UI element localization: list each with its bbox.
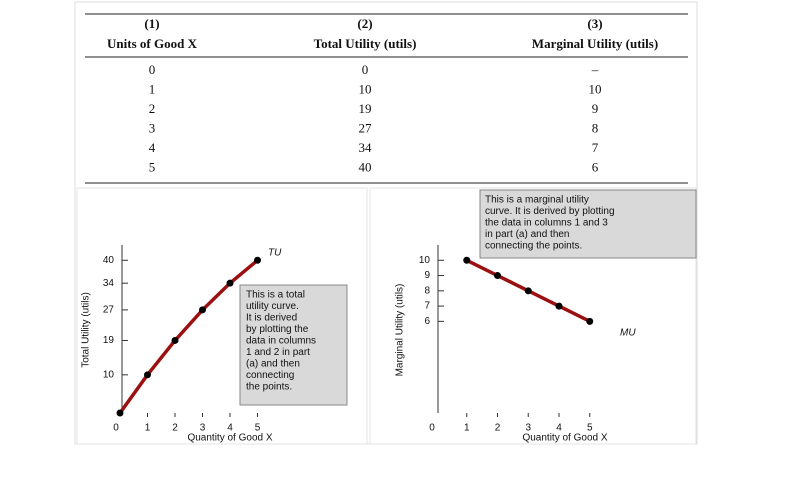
- point: [171, 336, 179, 344]
- annotation-text: data in columns: [246, 336, 316, 347]
- table-cell: 1: [149, 81, 156, 96]
- x-tick-label: 2: [495, 423, 501, 434]
- x-axis-label: Quantity of Good X: [187, 433, 272, 444]
- y-axis-label: Marginal Utility (utils): [395, 284, 406, 377]
- x-tick-label: 0: [429, 423, 435, 434]
- annotation-text: curve. It is derived by plotting: [485, 206, 615, 217]
- y-tick-label: 19: [103, 335, 115, 346]
- table-cell: 9: [592, 101, 599, 116]
- y-tick-label: 10: [419, 255, 431, 266]
- y-tick-label: 34: [103, 278, 115, 289]
- y-tick-label: 8: [424, 285, 430, 296]
- x-tick-label: 4: [556, 423, 562, 434]
- annotation-text: the points.: [246, 382, 292, 393]
- point: [586, 317, 594, 325]
- annotation-text: This is a marginal utility: [485, 195, 589, 206]
- y-tick-label: 10: [103, 369, 115, 380]
- annotation-text: (a) and then: [246, 359, 300, 370]
- annotation-text: connecting the points.: [485, 241, 582, 252]
- table-cell: 19: [359, 101, 372, 116]
- point: [116, 409, 124, 417]
- table-cell: 34: [359, 140, 373, 155]
- annotation-text: in part (a) and then: [485, 229, 570, 240]
- point: [463, 256, 471, 264]
- annotation-box: [479, 189, 697, 259]
- point: [144, 371, 151, 379]
- table-cell: 6: [592, 159, 599, 174]
- series-label: TU: [268, 248, 282, 259]
- x-tick-label: 4: [227, 423, 233, 434]
- point: [494, 272, 501, 280]
- x-tick-label: 1: [464, 423, 470, 434]
- annotation-text: It is derived: [246, 313, 297, 324]
- column-header: Total Utility (utils): [314, 36, 417, 51]
- table-cell: 10: [359, 81, 372, 96]
- x-tick-label: 3: [200, 423, 206, 434]
- x-tick-label: 3: [525, 423, 531, 434]
- panel: [76, 187, 368, 445]
- table-cell: 40: [359, 159, 372, 174]
- x-tick-label: 1: [145, 423, 151, 434]
- annotation-text: utility curve.: [246, 301, 299, 312]
- column-header: Marginal Utility (utils): [532, 36, 658, 51]
- table-cell: 3: [149, 120, 156, 135]
- column-header: (2): [357, 16, 372, 31]
- table-cell: 0: [149, 62, 156, 77]
- y-tick-label: 7: [424, 301, 430, 312]
- y-tick-label: 6: [424, 316, 430, 327]
- annotation-text: the data in columns 1 and 3: [485, 218, 608, 229]
- annotation-text: 1 and 2 in part: [246, 347, 310, 358]
- y-tick-label: 9: [424, 270, 430, 281]
- table-cell: 10: [589, 81, 602, 96]
- annotation-box: [239, 284, 348, 406]
- table-cell: 4: [149, 140, 156, 155]
- annotation-text: connecting: [246, 370, 294, 381]
- annotation-text: This is a total: [246, 290, 305, 301]
- table-cell: 5: [149, 159, 156, 174]
- series-label: MU: [620, 328, 636, 339]
- point: [555, 302, 563, 310]
- table-cell: –: [591, 62, 599, 77]
- point: [524, 287, 532, 295]
- x-tick-label: 0: [113, 423, 119, 434]
- column-header: (3): [587, 16, 602, 31]
- annotation-text: by plotting the: [246, 324, 309, 335]
- x-tick-label: 5: [255, 423, 261, 434]
- panel: [369, 187, 697, 445]
- table-cell: 27: [359, 120, 373, 135]
- y-axis-label: Total Utility (utils): [81, 292, 92, 368]
- line: [118, 258, 259, 415]
- table-cell: 8: [592, 120, 599, 135]
- x-tick-label: 5: [587, 423, 593, 434]
- x-tick-label: 2: [172, 423, 178, 434]
- point: [226, 279, 234, 287]
- point: [254, 256, 261, 264]
- table-cell: 2: [149, 101, 156, 116]
- y-tick-label: 40: [103, 255, 115, 266]
- column-header: Units of Good X: [107, 36, 198, 51]
- table-cell: 0: [362, 62, 369, 77]
- point: [199, 306, 206, 314]
- column-header: (1): [144, 16, 159, 31]
- table-cell: 7: [592, 140, 599, 155]
- y-tick-label: 27: [103, 305, 115, 316]
- x-axis-label: Quantity of Good X: [522, 433, 607, 444]
